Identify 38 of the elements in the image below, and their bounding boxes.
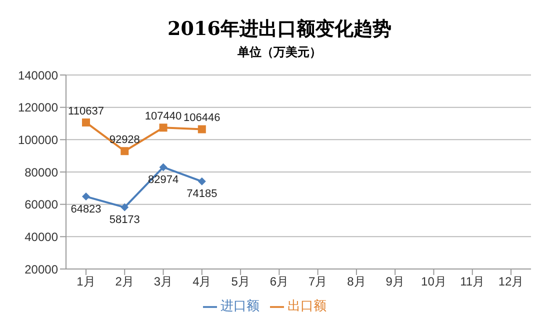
data-label: 107440 — [144, 110, 182, 123]
y-tick-label: 20000 — [24, 262, 58, 276]
x-tick-label: 3月 — [154, 274, 173, 289]
legend-label: 出口额 — [288, 298, 326, 313]
y-tick-label: 120000 — [18, 100, 58, 115]
y-tick-label: 100000 — [18, 132, 58, 147]
point — [120, 147, 129, 156]
point — [82, 118, 90, 126]
x-tick-label: 1月 — [76, 274, 96, 289]
chart-subtitle: 单位（万美元） — [236, 44, 322, 61]
x-tick-label: 2月 — [115, 274, 134, 289]
point — [82, 192, 90, 201]
y-tick-label: 40000 — [24, 230, 58, 244]
point — [198, 177, 206, 186]
point — [159, 163, 168, 172]
y-tick-label: 80000 — [24, 165, 58, 180]
data-label: 64823 — [70, 203, 102, 216]
data-label: 74185 — [186, 188, 218, 200]
chart-title: 2016年进出口额变化趋势 — [166, 17, 392, 42]
y-tick-label: 60000 — [24, 198, 58, 212]
x-tick-label: 7月 — [308, 274, 328, 289]
point — [159, 124, 168, 132]
legend-label: 进口额 — [220, 298, 260, 313]
data-label: 106446 — [184, 112, 220, 124]
x-tick-label: 4月 — [192, 274, 212, 289]
x-tick-label: 5月 — [231, 274, 250, 289]
x-tick-label: 6月 — [270, 274, 289, 289]
x-tick-label: 10月 — [421, 274, 446, 289]
data-label: 110637 — [68, 105, 104, 118]
x-tick-label: 9月 — [386, 274, 404, 289]
x-tick-label: 8月 — [347, 274, 366, 289]
data-label: 58173 — [109, 214, 140, 226]
point — [120, 203, 129, 212]
x-tick-label: 12月 — [498, 274, 524, 289]
x-tick-label: 11月 — [460, 274, 485, 289]
y-tick-label: 140000 — [18, 68, 58, 82]
data-label: 92928 — [109, 134, 140, 146]
point — [198, 125, 206, 134]
